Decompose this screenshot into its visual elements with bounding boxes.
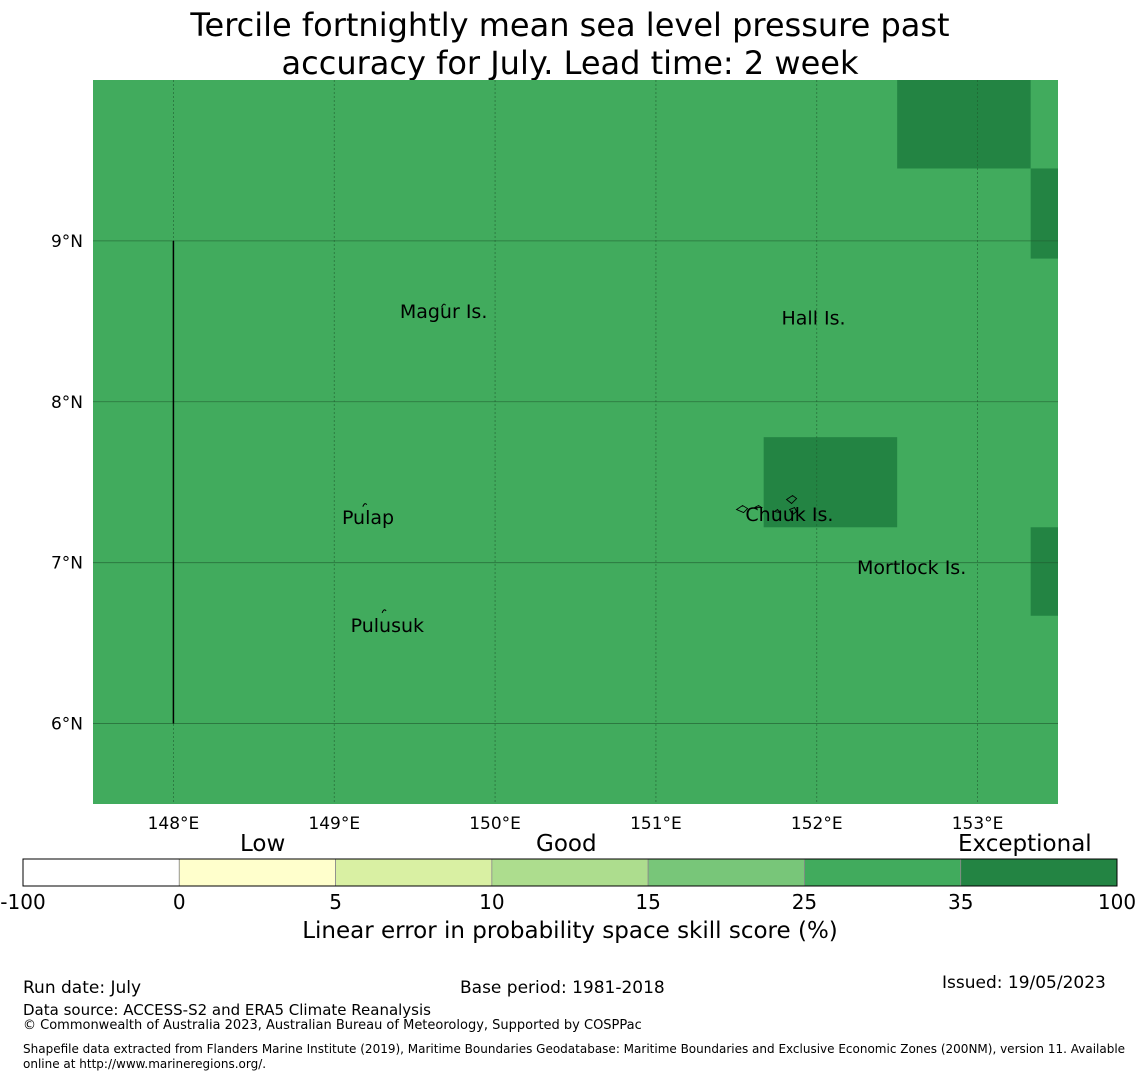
lat-tick-label: 7°N	[51, 554, 83, 574]
colorbar-frame	[22, 858, 1118, 887]
colorbar-bin-5	[804, 858, 962, 887]
colorbar-tick-label: 0	[172, 890, 186, 914]
place-label: Pulap	[342, 507, 394, 529]
colorbar-category-good: Good	[536, 831, 597, 857]
lon-tick-label: 151°E	[630, 814, 682, 834]
skill-cell-0	[897, 80, 1031, 169]
colorbar-tick-label: -100	[0, 890, 46, 914]
island-outline-1	[362, 503, 368, 507]
place-label: Mortlock Is.	[857, 557, 966, 579]
map-title-line2: accuracy for July. Lead time: 2 week	[281, 44, 859, 82]
colorbar-axis-label: Linear error in probability space skill …	[302, 918, 838, 944]
skill-cell-2	[763, 437, 898, 528]
map-figure: Magur Is. Hall Is. Pulap Chuuk Is. Mortlock …	[22, 80, 1118, 887]
data-source: Data source: ACCESS-S2 and ERA5 Climate …	[23, 1001, 431, 1019]
lon-tick-label: 148°E	[148, 814, 200, 834]
colorbar-tick-label: 5	[329, 890, 342, 914]
chuuk-lagoon-outline	[735, 494, 798, 516]
colorbar-category-low: Low	[240, 831, 286, 857]
colorbar-bin-1	[178, 858, 336, 887]
copyright: © Commonwealth of Australia 2023, Austra…	[23, 1018, 642, 1033]
lon-tick-label: 152°E	[791, 814, 843, 834]
lat-tick-label: 8°N	[51, 393, 83, 413]
lon-tick-label: 150°E	[469, 814, 521, 834]
colorbar	[22, 858, 1118, 887]
skill-cell-3	[1030, 527, 1058, 616]
place-label: Pulusuk	[351, 615, 424, 637]
colorbar-bin-3	[491, 858, 649, 887]
lat-tick-label: 9°N	[51, 232, 83, 252]
colorbar-tick-label: 15	[635, 890, 661, 914]
issued-date: Issued: 19/05/2023	[942, 973, 1106, 993]
place-label: Hall Is.	[781, 308, 845, 330]
lon-tick-label: 149°E	[308, 814, 360, 834]
place-label: Magur Is.	[400, 301, 488, 323]
shapefile-credit: Shapefile data extracted from Flanders M…	[23, 1042, 1126, 1071]
map-title-line1: Tercile fortnightly mean sea level press…	[190, 6, 950, 44]
colorbar-category-exceptional: Exceptional	[958, 831, 1092, 857]
colorbar-bin-4	[647, 858, 805, 887]
lat-tick-label: 6°N	[51, 715, 83, 735]
map-background	[93, 80, 1058, 804]
colorbar-bin-6	[960, 858, 1118, 887]
colorbar-tick-label: 10	[479, 890, 505, 914]
island-outline-0	[441, 303, 447, 308]
base-period: Base period: 1981-2018	[460, 978, 665, 998]
map-title: Tercile fortnightly mean sea level press…	[0, 6, 1140, 82]
skill-cell-1	[1030, 168, 1058, 259]
island-outline-2	[381, 609, 387, 614]
colorbar-tick-label: 25	[791, 890, 818, 914]
colorbar-bin-0	[22, 858, 180, 887]
lon-tick-label: 153°E	[952, 814, 1004, 834]
colorbar-bin-2	[335, 858, 493, 887]
colorbar-tick-label: 35	[947, 890, 974, 914]
run-date: Run date: July	[23, 978, 142, 998]
map-panel: Magur Is. Hall Is. Pulap Chuuk Is. Mortlock …	[51, 80, 1058, 834]
colorbar-tick-label: 100	[1097, 890, 1137, 914]
place-label: Chuuk Is.	[745, 504, 833, 526]
